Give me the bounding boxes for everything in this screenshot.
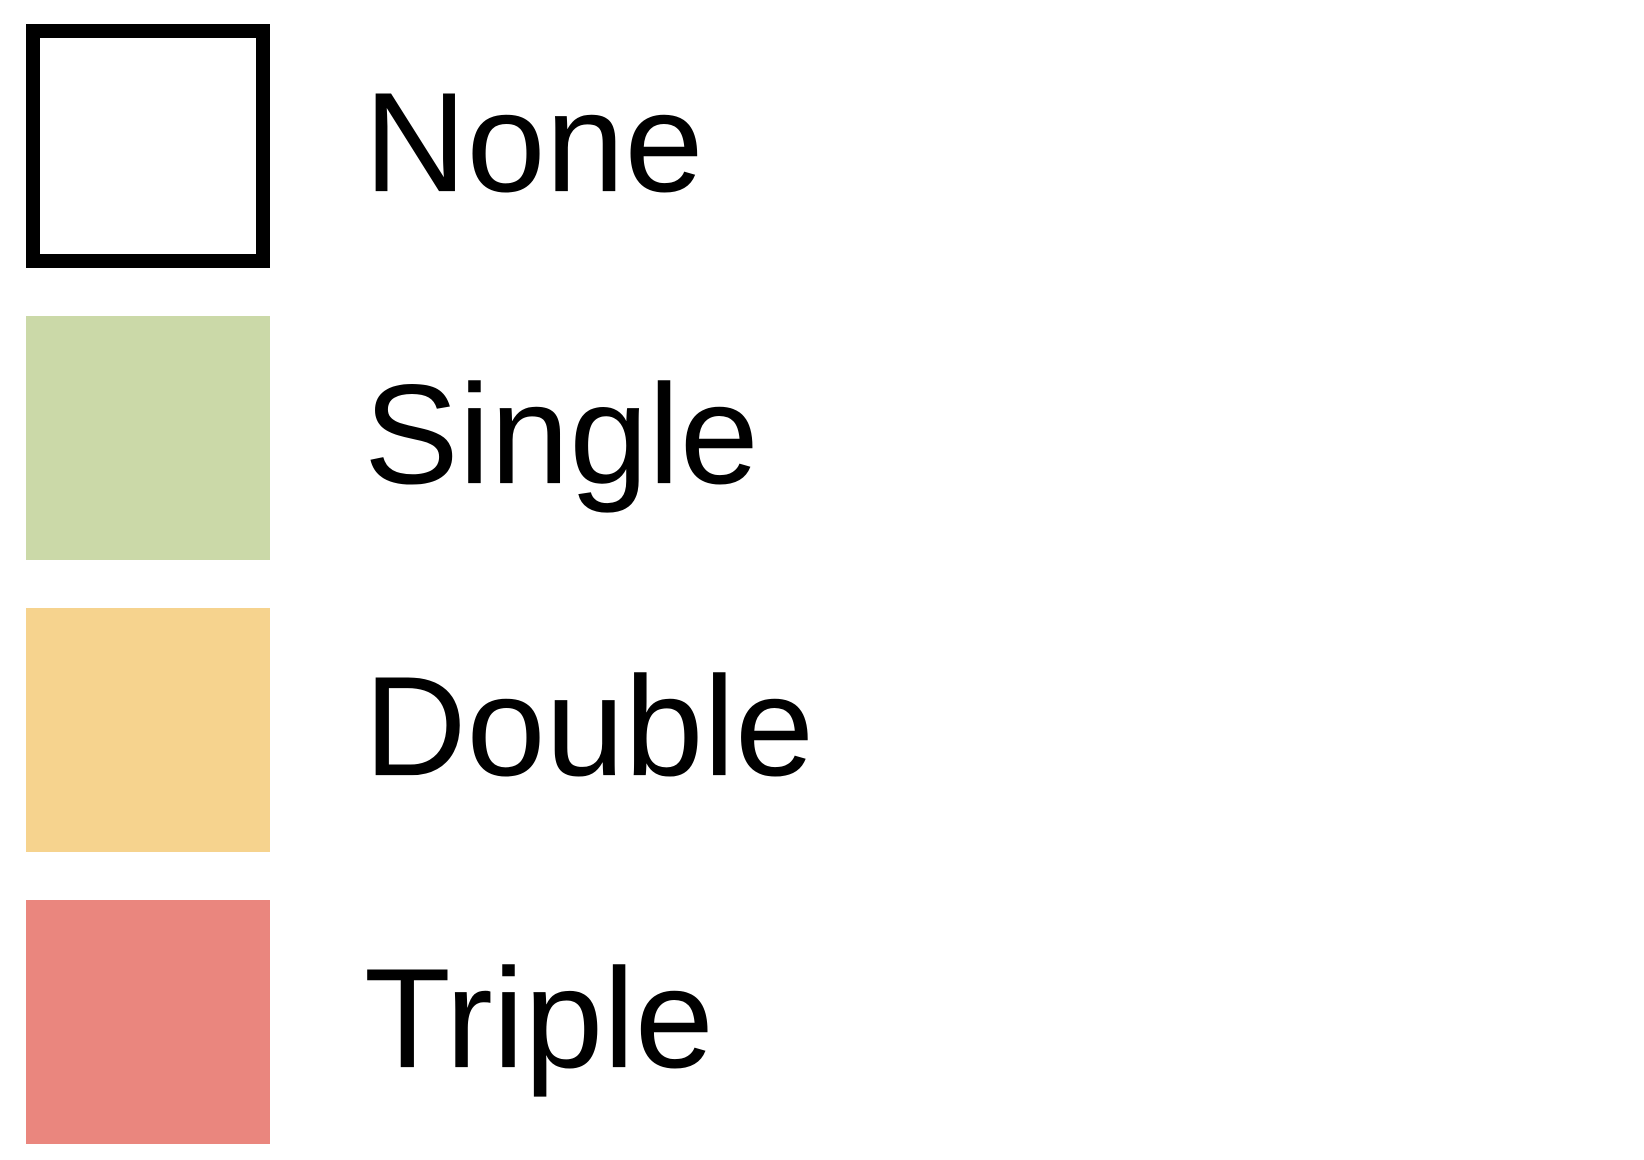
legend-item-single: Single [26,316,1026,560]
legend-item-none: None [26,24,1026,268]
legend-swatch-none [26,24,270,268]
legend-swatch-single [26,316,270,560]
legend-swatch-triple [26,900,270,1144]
legend-swatch-double [26,608,270,852]
legend-label-triple: Triple [364,939,714,1099]
legend-item-triple: Triple [26,900,1026,1144]
legend-label-none: None [364,63,704,223]
legend-label-single: Single [364,355,759,515]
legend-label-double: Double [364,647,814,807]
legend-item-double: Double [26,608,1026,852]
